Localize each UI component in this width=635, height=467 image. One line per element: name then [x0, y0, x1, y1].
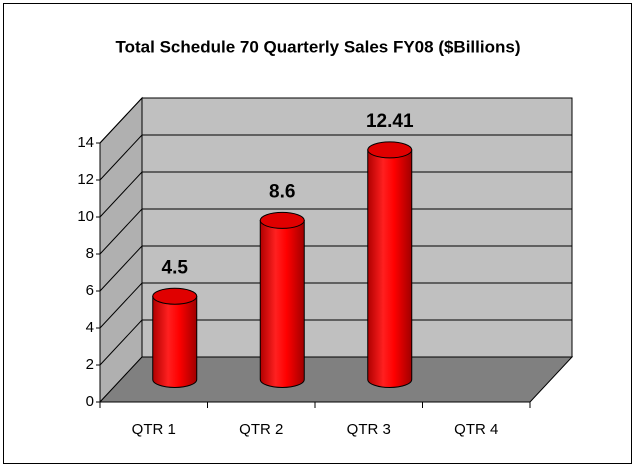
grid-line — [99, 319, 572, 366]
y-tick-label: 0 — [86, 393, 94, 410]
bar-body — [259, 219, 305, 388]
grid-line — [99, 282, 572, 329]
bar-top — [152, 287, 198, 305]
bar-body — [152, 295, 198, 388]
y-tick-label: 8 — [86, 245, 94, 262]
grid-line — [99, 208, 572, 255]
bar — [152, 287, 198, 388]
x-tick-label: QTR 2 — [239, 421, 283, 438]
chart-title: Total Schedule 70 Quarterly Sales FY08 (… — [116, 37, 521, 56]
grid-line — [99, 171, 572, 218]
value-label: 4.5 — [162, 257, 189, 278]
floor — [98, 356, 574, 403]
bar-top — [259, 211, 305, 229]
bar-top — [367, 141, 413, 159]
y-tick-label: 4 — [86, 319, 94, 336]
bar — [259, 211, 305, 388]
grid-line — [99, 97, 572, 144]
y-tick-label: 14 — [77, 134, 94, 151]
y-tick-label: 12 — [77, 171, 94, 188]
value-label: 12.41 — [366, 111, 414, 132]
bar-body — [367, 149, 413, 388]
x-tick-label: QTR 1 — [132, 421, 176, 438]
y-tick-label: 10 — [77, 208, 94, 225]
value-label: 8.6 — [269, 181, 295, 202]
bar — [367, 141, 413, 388]
x-tick-label: QTR 3 — [347, 421, 391, 438]
back-wall — [141, 97, 573, 358]
grid-line — [99, 245, 572, 292]
grid-line — [99, 134, 572, 181]
y-tick-label: 2 — [86, 356, 94, 373]
x-tick-label: QTR 4 — [454, 421, 498, 438]
y-tick-label: 6 — [86, 282, 94, 299]
side-wall — [99, 96, 143, 404]
